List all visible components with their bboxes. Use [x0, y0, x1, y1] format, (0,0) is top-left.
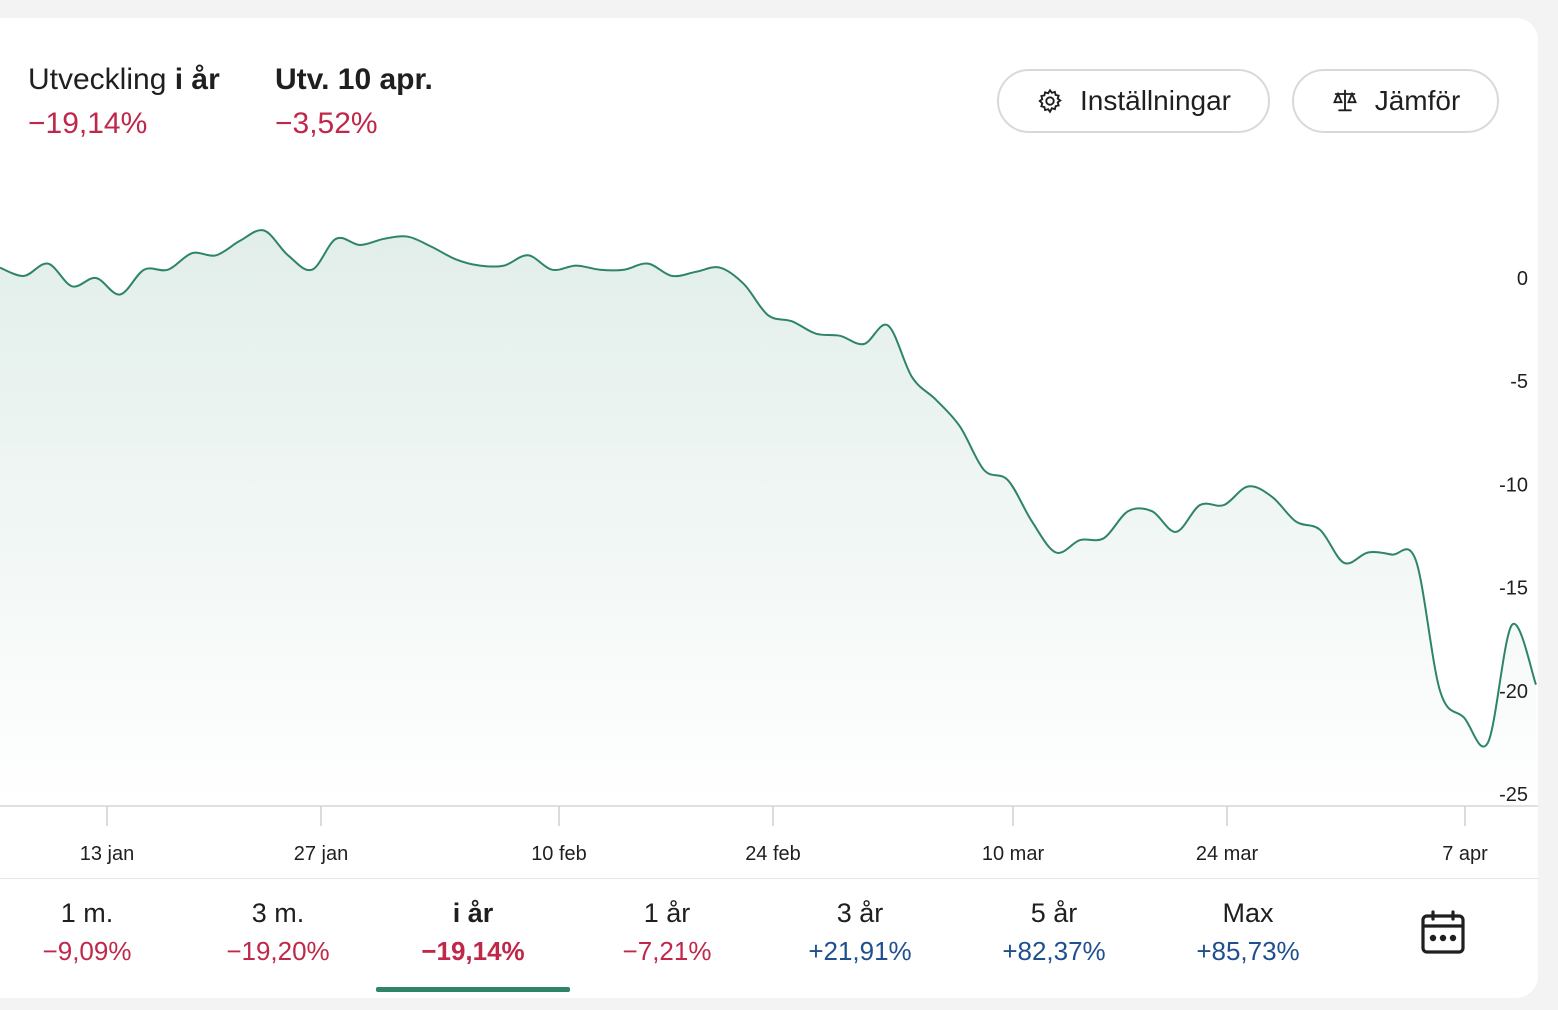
x-tick-label: 10 feb [531, 843, 587, 865]
x-tick-label: 24 mar [1196, 843, 1259, 865]
period-value: −19,20% [226, 936, 330, 966]
series-line [0, 229, 1537, 748]
period-label: 1 år [643, 898, 691, 928]
period-6[interactable]: Max +85,73% [1151, 896, 1345, 968]
compare-button[interactable]: Jämför [1292, 69, 1499, 133]
y-tick-label: -10 [1499, 474, 1528, 496]
daily-performance-label: Utv. 10 apr. [275, 63, 433, 96]
calendar-icon [1418, 910, 1468, 962]
ytd-performance-label: Utveckling i år [28, 63, 220, 96]
settings-button[interactable]: Inställningar [997, 69, 1270, 133]
period-5[interactable]: 5 år +82,37% [957, 896, 1151, 968]
period-1[interactable]: 3 m. −19,20% [181, 896, 375, 968]
gear-icon [1036, 87, 1064, 115]
performance-chart: 0 -5 -10 -15 -20 -25 13 jan 27 jan 10 feb 24 feb 1… [0, 229, 1538, 865]
period-label: 1 m. [60, 898, 114, 928]
period-0[interactable]: 1 m. −9,09% [0, 896, 184, 968]
active-period-indicator [376, 987, 570, 992]
settings-label: Inställningar [1080, 85, 1231, 116]
y-tick-label: -15 [1499, 578, 1528, 600]
series-area [0, 230, 1536, 807]
period-value: +82,37% [1002, 936, 1106, 966]
period-label: 3 m. [251, 898, 305, 928]
period-value: +21,91% [808, 936, 912, 966]
period-label: 3 år [836, 898, 884, 928]
y-tick-label: 0 [1517, 268, 1528, 290]
divider [0, 878, 1538, 879]
y-tick-label: -20 [1499, 681, 1528, 703]
period-4[interactable]: 3 år +21,91% [763, 896, 957, 968]
period-label: i år [452, 898, 494, 928]
compare-label: Jämför [1374, 85, 1461, 116]
y-tick-label: -25 [1499, 784, 1528, 806]
y-tick-label: -5 [1510, 371, 1528, 393]
x-tick-label: 24 feb [745, 843, 801, 865]
daily-performance-value: −3,52% [275, 107, 378, 140]
calendar-button[interactable] [1418, 908, 1468, 958]
period-value: −19,14% [421, 936, 525, 966]
period-value: +85,73% [1196, 936, 1300, 966]
period-3[interactable]: 1 år −7,21% [570, 896, 764, 968]
x-tick-label: 7 apr [1442, 843, 1488, 865]
period-label: Max [1222, 898, 1274, 928]
period-label: 5 år [1030, 898, 1078, 928]
ytd-performance-value: −19,14% [28, 107, 148, 140]
ytd-performance: Utveckling i år −19,14% [28, 62, 220, 142]
x-tick-label: 13 jan [80, 843, 135, 865]
daily-performance: Utv. 10 apr. −3,52% [275, 62, 433, 142]
period-value: −7,21% [622, 936, 712, 966]
scale-icon [1331, 87, 1359, 115]
x-tick-label: 10 mar [982, 843, 1045, 865]
x-tick-label: 27 jan [294, 843, 349, 865]
period-2[interactable]: i år −19,14% [376, 896, 570, 968]
period-value: −9,09% [42, 936, 132, 966]
